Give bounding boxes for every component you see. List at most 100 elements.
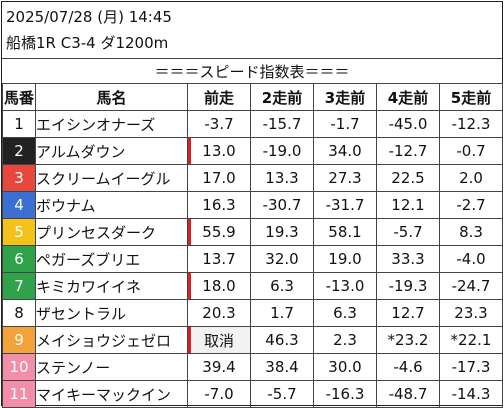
horse-number-cell: 2 [2, 137, 36, 165]
horse-name-cell: マイキーマックイン [35, 380, 188, 408]
race-info: 船橋1R C3-4 ダ1200m [6, 34, 169, 52]
speed-index-cell: 17.0 [187, 164, 251, 192]
speed-index-cell: -16.3 [313, 380, 377, 408]
speed-index-cell: 34.0 [313, 137, 377, 165]
horse-number-cell: 11 [2, 380, 36, 408]
horse-name-cell: スクリームイーグル [35, 164, 188, 192]
table-title: ＝＝＝スピード指数表＝＝＝ [154, 63, 350, 81]
horse-name-cell: プリンセスダーク [35, 218, 188, 246]
speed-index-cell: 13.7 [187, 245, 251, 273]
speed-index-cell: 33.3 [376, 245, 440, 273]
speed-index-cell: -19.3 [376, 272, 440, 300]
table-row: 9 メイショウジェゼロ 取消 46.3 2.3 *23.2 *22.1 [2, 326, 503, 354]
horse-name-cell: エイシンオナーズ [35, 110, 188, 138]
horse-name-cell: ステンノー [35, 353, 188, 381]
table-row: 2 アルムダウン 13.0 -19.0 34.0 -12.7 -0.7 [2, 137, 503, 165]
horse-name-cell: ペガーズブリエ [35, 245, 188, 273]
speed-index-cell: -30.7 [250, 191, 314, 219]
speed-index-cell: 6.3 [250, 272, 314, 300]
table-row: 4 ボウナム 16.3 -30.7 -31.7 12.1 -2.7 [2, 191, 503, 219]
table-row: 10 ステンノー 39.4 38.4 30.0 -4.6 -17.3 [2, 353, 503, 381]
table-row: 3 スクリームイーグル 17.0 13.3 27.3 22.5 2.0 [2, 164, 503, 192]
col-header-5-races-ago: 5走前 [439, 83, 503, 111]
speed-index-cell: -17.3 [439, 353, 503, 381]
speed-index-cell: -3.7 [187, 110, 251, 138]
col-header-2-races-ago: 2走前 [250, 83, 314, 111]
speed-index-cell: 2.0 [439, 164, 503, 192]
speed-index-cell: *23.2 [376, 326, 440, 354]
table-row: 5 プリンセスダーク 55.9 19.3 58.1 -5.7 8.3 [2, 218, 503, 246]
speed-index-cell: -7.0 [187, 380, 251, 408]
col-header-3-races-ago: 3走前 [313, 83, 377, 111]
table-row: 1 エイシンオナーズ -3.7 -15.7 -1.7 -45.0 -12.3 [2, 110, 503, 138]
race-datetime: 2025/07/28 (月) 14:45 [6, 8, 172, 26]
table-header-row: 馬番 馬名 前走 2走前 3走前 4走前 5走前 [2, 83, 503, 111]
speed-index-cell: 18.0 [187, 272, 251, 300]
horse-number-cell: 4 [2, 191, 36, 219]
speed-index-cell: 22.5 [376, 164, 440, 192]
speed-index-cell: 23.3 [439, 299, 503, 327]
speed-index-cell: 27.3 [313, 164, 377, 192]
horse-name-cell: キミカワイイネ [35, 272, 188, 300]
speed-index-cell: 39.4 [187, 353, 251, 381]
speed-index-cell: 8.3 [439, 218, 503, 246]
speed-index-cell: -14.3 [439, 380, 503, 408]
speed-index-cell: -19.0 [250, 137, 314, 165]
table-row: 11 マイキーマックイン -7.0 -5.7 -16.3 -48.7 -14.3 [2, 380, 503, 408]
speed-index-cell: -4.6 [376, 353, 440, 381]
horse-number-cell: 5 [2, 218, 36, 246]
horse-name-cell: ボウナム [35, 191, 188, 219]
speed-index-cell: 32.0 [250, 245, 314, 273]
speed-index-cell: 30.0 [313, 353, 377, 381]
speed-index-cell: -12.3 [439, 110, 503, 138]
horse-name-cell: ザセントラル [35, 299, 188, 327]
speed-index-cell: -45.0 [376, 110, 440, 138]
speed-index-cell: 13.0 [187, 137, 251, 165]
speed-index-cell: 6.3 [313, 299, 377, 327]
speed-index-cell: -12.7 [376, 137, 440, 165]
col-header-last-race: 前走 [187, 83, 251, 111]
horse-number-cell: 1 [2, 110, 36, 138]
header-divider [2, 58, 502, 59]
col-header-4-races-ago: 4走前 [376, 83, 440, 111]
col-header-horse-name: 馬名 [35, 83, 188, 111]
speed-index-cell: 12.1 [376, 191, 440, 219]
speed-index-cell: -15.7 [250, 110, 314, 138]
speed-index-cell: 38.4 [250, 353, 314, 381]
horse-number-cell: 10 [2, 353, 36, 381]
speed-index-cell: -13.0 [313, 272, 377, 300]
speed-index-cell: 20.3 [187, 299, 251, 327]
horse-number-cell: 9 [2, 326, 36, 354]
speed-index-cell: -2.7 [439, 191, 503, 219]
horse-number-cell: 3 [2, 164, 36, 192]
speed-index-cell: 16.3 [187, 191, 251, 219]
speed-index-cell: 55.9 [187, 218, 251, 246]
horse-name-cell: メイショウジェゼロ [35, 326, 188, 354]
speed-index-cell: 取消 [187, 326, 251, 354]
speed-index-cell: 58.1 [313, 218, 377, 246]
speed-index-cell: -24.7 [439, 272, 503, 300]
speed-index-cell: 1.7 [250, 299, 314, 327]
horse-name-cell: アルムダウン [35, 137, 188, 165]
speed-index-cell: -5.7 [250, 380, 314, 408]
table-row: 7 キミカワイイネ 18.0 6.3 -13.0 -19.3 -24.7 [2, 272, 503, 300]
speed-index-cell: 46.3 [250, 326, 314, 354]
speed-index-cell: -48.7 [376, 380, 440, 408]
speed-index-cell: 12.7 [376, 299, 440, 327]
speed-index-cell: -1.7 [313, 110, 377, 138]
horse-number-cell: 6 [2, 245, 36, 273]
speed-index-cell: -4.0 [439, 245, 503, 273]
speed-index-cell: 2.3 [313, 326, 377, 354]
speed-index-cell: -0.7 [439, 137, 503, 165]
table-row: 6 ペガーズブリエ 13.7 32.0 19.0 33.3 -4.0 [2, 245, 503, 273]
speed-index-cell: *22.1 [439, 326, 503, 354]
horse-number-cell: 7 [2, 272, 36, 300]
speed-index-cell: 19.3 [250, 218, 314, 246]
speed-index-cell: 13.3 [250, 164, 314, 192]
table-body: 1 エイシンオナーズ -3.7 -15.7 -1.7 -45.0 -12.3 2 アルムダウン 1… [2, 110, 503, 408]
speed-index-cell: 19.0 [313, 245, 377, 273]
table-row: 8 ザセントラル 20.3 1.7 6.3 12.7 23.3 [2, 299, 503, 327]
speed-index-cell: -5.7 [376, 218, 440, 246]
col-header-horse-number: 馬番 [2, 83, 36, 111]
